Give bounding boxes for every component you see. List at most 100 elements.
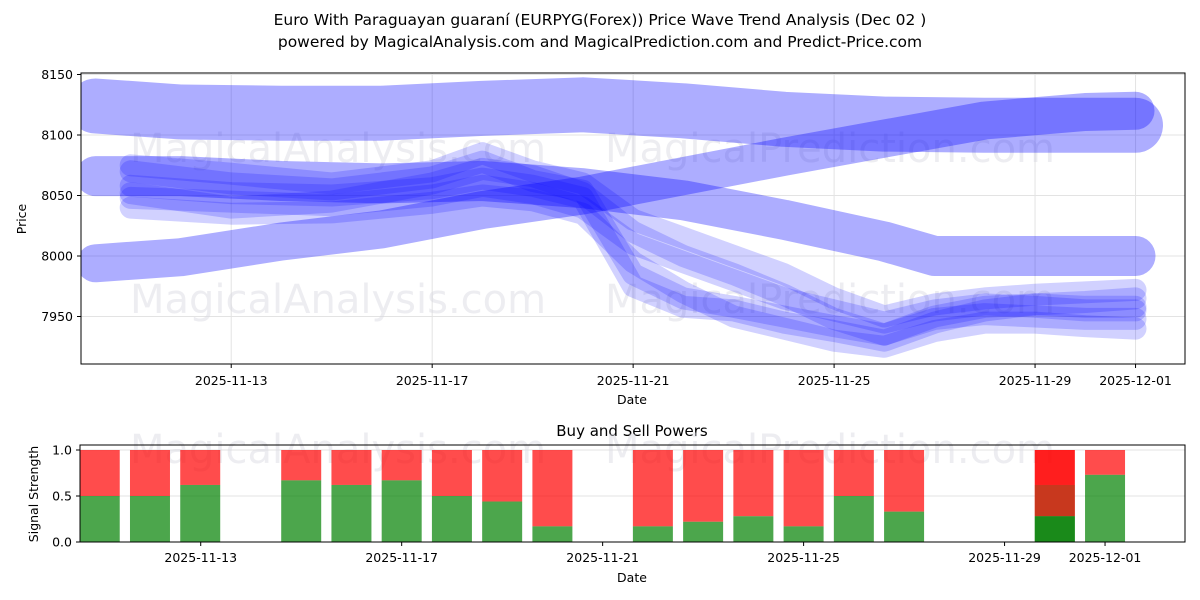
price-watermarks: MagicalAnalysis.com MagicalPrediction.com…	[130, 126, 1055, 323]
wave-trace-1	[119, 150, 1147, 346]
price-wave-panel: MagicalAnalysis.com MagicalPrediction.com…	[14, 67, 1186, 407]
sell-bar	[180, 450, 221, 485]
signal-bar-2025-11-18	[431, 450, 472, 542]
chart-title: Euro With Paraguayan guaraní (EURPYG(For…	[273, 11, 927, 29]
signal-bar-2025-11-30	[1034, 450, 1075, 542]
buy-bar	[783, 526, 824, 542]
buy-bar	[180, 484, 221, 542]
x-tick-label: 2025-11-17	[365, 550, 438, 565]
buy-sell-x-axis: 2025-11-13 2025-11-17 2025-11-21 2025-11-25…	[164, 542, 1141, 565]
buy-sell-bars	[79, 450, 1126, 542]
buy-bar	[79, 496, 120, 542]
price-y-axis: 7950 8000 8050 8100 8150	[41, 67, 81, 324]
y-tick-label: 0.0	[52, 535, 72, 550]
buy-bar	[431, 496, 472, 542]
sell-bar	[381, 450, 422, 481]
wave-trace-3	[119, 174, 1147, 334]
buy-sell-y-axis-label: Signal Strength	[26, 446, 41, 542]
sell-bar	[532, 450, 573, 527]
sell-bar-overlay	[1034, 450, 1075, 485]
price-grid	[81, 73, 1185, 364]
x-tick-label: 2025-11-21	[597, 373, 670, 388]
buy-bar	[884, 511, 925, 542]
wave-trace-2	[119, 167, 1147, 352]
x-tick-label: 2025-12-01	[1099, 373, 1172, 388]
signal-bar-2025-11-27	[884, 450, 925, 542]
signal-bar-2025-11-15	[281, 450, 322, 542]
signal-bar-2025-11-19	[482, 450, 523, 542]
wave-trace-4	[119, 184, 1147, 358]
buy-sell-title: Buy and Sell Powers	[556, 422, 708, 440]
buy-bar	[1085, 474, 1126, 542]
sell-bar	[783, 450, 824, 527]
sell-bar	[632, 450, 673, 527]
wave-trace-6	[119, 157, 1147, 346]
signal-bar-2025-11-12	[129, 450, 170, 542]
wave-upper-band	[81, 77, 1163, 153]
y-tick-label: 0.5	[52, 489, 72, 504]
x-tick-label: 2025-11-13	[195, 373, 268, 388]
signal-bar-2025-12-01	[1085, 450, 1126, 542]
signal-bar-2025-11-25	[783, 450, 824, 542]
buy-bar	[381, 480, 422, 542]
mixed-bar-overlay	[1034, 484, 1075, 517]
y-tick-label: 1.0	[52, 443, 72, 458]
buy-bar	[482, 501, 523, 542]
sell-bar	[281, 450, 322, 481]
buy-bar	[129, 496, 170, 542]
watermark-text: MagicalAnalysis.com	[130, 277, 546, 323]
price-x-axis-label: Date	[617, 392, 647, 407]
watermark-text: MagicalPrediction.com	[605, 427, 1055, 473]
signal-bar-2025-11-13	[180, 450, 221, 542]
signal-bar-2025-11-22	[632, 450, 673, 542]
x-tick-label: 2025-12-01	[1069, 550, 1142, 565]
price-x-axis: 2025-11-13 2025-11-17 2025-11-21 2025-11-25…	[195, 364, 1172, 388]
x-tick-label: 2025-11-25	[798, 373, 871, 388]
signal-bar-2025-11-24	[733, 450, 774, 542]
signal-bar-2025-11-17	[381, 450, 422, 542]
chart-subtitle: powered by MagicalAnalysis.com and Magic…	[277, 33, 923, 51]
signal-bar-2025-11-11	[79, 450, 120, 542]
buy-bar	[833, 496, 874, 542]
buy-bar	[532, 526, 573, 542]
buy-sell-plot-frame	[79, 444, 1186, 543]
price-waves	[81, 77, 1163, 358]
signal-bar-2025-11-26	[833, 450, 874, 542]
x-tick-label: 2025-11-25	[767, 550, 840, 565]
wave-rising-band	[81, 91, 1155, 283]
wave-trace-5	[119, 142, 1147, 328]
sell-bar	[482, 450, 523, 502]
buy-bar	[733, 516, 774, 542]
x-tick-label: 2025-11-13	[164, 550, 237, 565]
y-tick-label: 8050	[41, 188, 73, 203]
buy-bar	[281, 480, 322, 542]
x-tick-label: 2025-11-29	[999, 373, 1072, 388]
watermark-text: MagicalPrediction.com	[605, 126, 1055, 172]
buy-bar-overlay	[1034, 516, 1075, 542]
signal-bar-2025-11-16	[331, 450, 372, 542]
sell-bar	[683, 450, 724, 522]
watermark-text: MagicalPrediction.com	[605, 277, 1055, 323]
sell-bar	[79, 450, 120, 496]
sell-bar	[733, 450, 774, 517]
x-tick-label: 2025-11-29	[968, 550, 1041, 565]
buy-sell-x-axis-label: Date	[617, 570, 647, 585]
x-tick-label: 2025-11-21	[566, 550, 639, 565]
y-tick-label: 8150	[41, 67, 73, 82]
sell-bar	[884, 450, 925, 512]
y-tick-label: 8000	[41, 249, 73, 264]
x-tick-label: 2025-11-17	[396, 373, 469, 388]
sell-bar	[833, 450, 874, 496]
y-tick-label: 7950	[41, 309, 73, 324]
price-y-axis-label: Price	[14, 203, 29, 234]
buy-bar	[331, 484, 372, 542]
wave-mid-band	[81, 156, 1156, 276]
buy-sell-y-axis: 0.0 0.5 1.0	[52, 443, 80, 550]
watermark-text: MagicalAnalysis.com	[130, 126, 546, 172]
signal-bar-2025-11-23	[683, 450, 724, 542]
sell-bar	[331, 450, 372, 485]
y-tick-label: 8100	[41, 128, 73, 143]
buy-bar	[632, 526, 673, 542]
signal-bar-2025-11-20	[532, 450, 573, 542]
